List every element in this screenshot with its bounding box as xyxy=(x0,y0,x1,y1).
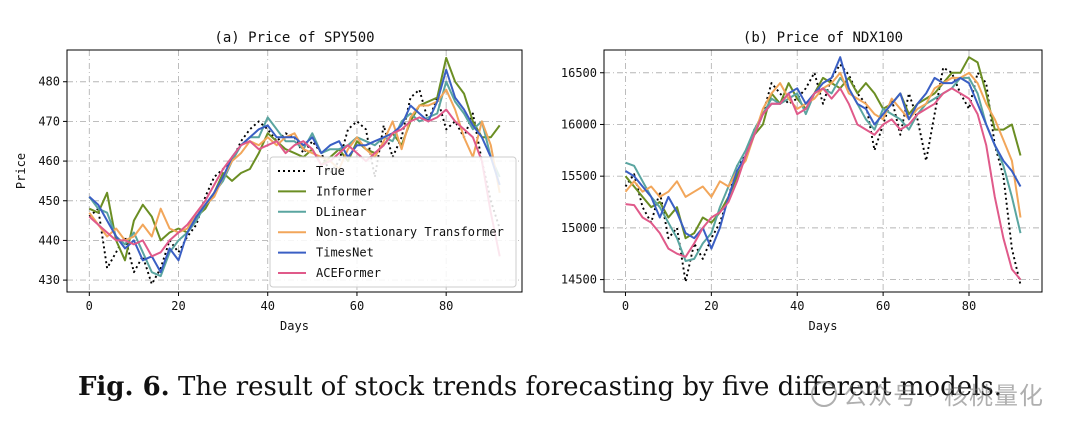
chart-panel-ndx100: 0 20 40 60 80 14500 15000 15500 16000 16500 (b) Pr… xyxy=(561,30,1043,333)
legend-box xyxy=(269,156,517,288)
legend-label: TimesNet xyxy=(316,246,374,260)
series-line-timesnet xyxy=(88,68,501,274)
y-tick-label: 450 xyxy=(38,194,60,208)
series-line-true xyxy=(624,63,1022,286)
figure-caption: Fig. 6. The result of stock trends forec… xyxy=(0,372,1080,402)
x-tick-label: 40 xyxy=(790,299,804,313)
x-tick-label: 60 xyxy=(876,299,890,313)
series-line-informer xyxy=(624,56,1022,240)
x-tick-label: 20 xyxy=(704,299,718,313)
legend-label: Informer xyxy=(316,184,374,198)
x-tick-label: 20 xyxy=(171,299,185,313)
legend-label: ACEFormer xyxy=(316,266,381,280)
caption-label: Fig. 6. xyxy=(77,372,170,402)
x-axis-label: Days xyxy=(809,319,838,333)
x-tick-label: 0 xyxy=(86,299,93,313)
y-tick-label: 480 xyxy=(38,75,60,89)
series-line-aceformer xyxy=(88,108,501,258)
legend: True Informer DLinear Non-stationary Transf… xyxy=(269,156,517,288)
y-tick-label: 460 xyxy=(38,154,60,168)
legend-label: Non-stationary Transformer xyxy=(316,225,504,239)
caption-text: The result of stock trends forecasting b… xyxy=(177,372,1003,402)
watermark-text: 公众号 · 核桃量化 xyxy=(843,382,1044,410)
x-axis-label: Days xyxy=(280,319,309,333)
y-tick-label: 16500 xyxy=(561,66,597,80)
series-line-timesnet xyxy=(624,56,1022,250)
watermark: 公众号 · 核桃量化 xyxy=(811,376,1044,411)
y-tick-label: 15000 xyxy=(561,221,597,235)
wechat-icon xyxy=(811,381,838,407)
y-tick-label: 16000 xyxy=(561,117,597,131)
y-tick-label: 470 xyxy=(38,114,60,128)
series-line-aceformer xyxy=(625,87,1022,281)
chart-title: (a) Price of SPY500 xyxy=(214,30,374,46)
legend-label: True xyxy=(316,164,345,178)
x-tick-label: 80 xyxy=(962,299,976,313)
y-tick-label: 440 xyxy=(38,233,60,247)
figure: 0 20 40 60 80 430 440 450 460 470 480 (a) Price of … xyxy=(14,30,1043,333)
x-tick-label: 60 xyxy=(350,299,364,313)
x-tick-label: 80 xyxy=(439,299,453,313)
y-tick-label: 15500 xyxy=(561,169,597,183)
y-tick-label: 430 xyxy=(38,273,60,287)
x-tick-label: 40 xyxy=(261,299,275,313)
x-tick-label: 0 xyxy=(622,299,629,313)
plot-frame xyxy=(66,49,523,293)
y-axis-label: Price xyxy=(14,153,28,189)
y-tick-label: 14500 xyxy=(561,273,597,287)
legend-label: DLinear xyxy=(316,205,367,219)
plot-frame xyxy=(603,49,1043,293)
chart-panel-spy500: 0 20 40 60 80 430 440 450 460 470 480 (a) Price of … xyxy=(14,30,523,333)
chart-title: (b) Price of NDX100 xyxy=(743,30,903,46)
series-line-informer xyxy=(88,56,501,262)
series-line-non-stationary-transformer xyxy=(88,88,501,242)
